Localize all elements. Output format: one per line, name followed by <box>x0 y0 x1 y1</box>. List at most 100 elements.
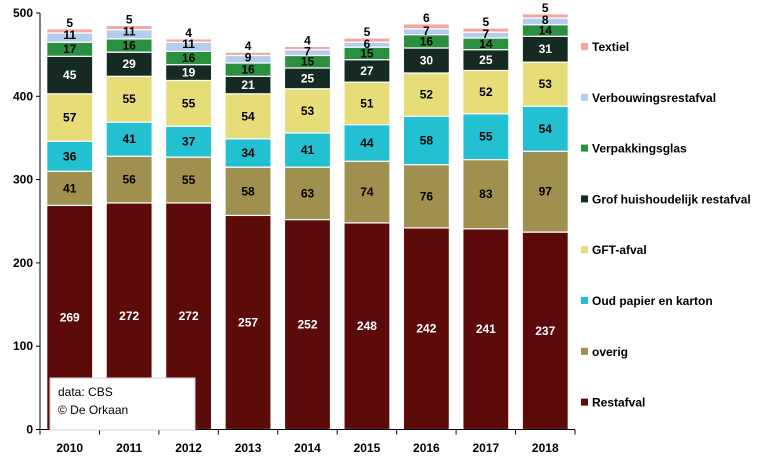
data-label: 237 <box>535 324 555 338</box>
data-label: 14 <box>479 37 493 51</box>
bar-segment <box>224 214 272 431</box>
data-label: 272 <box>119 309 139 323</box>
data-label: 41 <box>301 143 315 157</box>
y-axis-ticks: 0 100 200 300 400 500 <box>13 6 40 437</box>
x-axis-ticks: 2010 2011 2012 2013 2014 2015 2016 2017 2018 <box>39 429 576 455</box>
bar-segment <box>46 55 94 95</box>
bar-segment <box>521 231 569 431</box>
bar-segment <box>105 155 153 204</box>
legend-label: overig <box>592 345 628 359</box>
x-tick-label: 2015 <box>354 441 381 455</box>
source-note-box <box>49 377 196 431</box>
data-label: 55 <box>182 96 196 110</box>
data-label: 76 <box>420 189 434 203</box>
bar-segment <box>462 228 510 431</box>
data-label: 16 <box>420 34 434 48</box>
x-tick-label: 2017 <box>472 441 499 455</box>
data-label: 11 <box>123 25 136 39</box>
data-label: 7 <box>482 27 489 41</box>
bar-segment <box>343 222 391 431</box>
data-label: 45 <box>63 68 77 82</box>
data-label: 7 <box>423 24 430 38</box>
data-labels-layer: 2694136574517115272564155291611527255375… <box>60 1 556 338</box>
data-label: 44 <box>360 136 374 150</box>
data-label: 97 <box>539 185 553 199</box>
bar-segment <box>462 69 510 115</box>
bar-segment <box>165 79 213 127</box>
data-label: 29 <box>122 57 136 71</box>
bar-segment <box>46 28 94 34</box>
data-label: 74 <box>360 185 374 199</box>
data-label: 19 <box>182 66 196 80</box>
bar-segment <box>46 93 94 142</box>
data-label: 83 <box>479 187 493 201</box>
bar-segment <box>343 81 391 126</box>
x-tick-label: 2018 <box>532 441 559 455</box>
data-label: 272 <box>179 309 199 323</box>
data-label: 17 <box>63 42 77 56</box>
x-tick-label: 2011 <box>116 441 142 455</box>
data-label: 8 <box>542 13 549 27</box>
data-label: 55 <box>122 92 136 106</box>
data-label: 57 <box>63 111 77 125</box>
bars-layer <box>46 13 569 431</box>
data-label: 5 <box>126 12 133 26</box>
bar-segment <box>224 138 272 168</box>
bar-segment <box>521 13 569 19</box>
y-tick-label: 400 <box>13 89 33 103</box>
bar-segment <box>283 132 332 168</box>
data-label: 52 <box>420 88 434 102</box>
data-label: 37 <box>182 135 196 149</box>
y-tick-label: 500 <box>13 6 33 20</box>
bar-segment <box>283 45 332 51</box>
data-label: 4 <box>245 39 252 53</box>
x-tick-label: 2014 <box>294 441 321 455</box>
bar-segment <box>105 121 153 157</box>
bar-segment <box>46 170 94 207</box>
data-label: 11 <box>182 37 195 51</box>
bar-segment <box>343 37 391 43</box>
x-tick-label: 2016 <box>413 441 440 455</box>
bar-segment <box>402 47 450 74</box>
legend-label: Oud papier en karton <box>592 294 713 308</box>
legend-swatch <box>581 43 588 50</box>
legend-swatch <box>581 195 588 203</box>
data-label: 11 <box>63 28 76 42</box>
bar-segment <box>224 166 272 217</box>
data-label: 5 <box>364 25 371 39</box>
data-label: 55 <box>479 130 493 144</box>
data-label: 252 <box>297 318 317 332</box>
data-label: 56 <box>122 173 136 187</box>
data-label: 41 <box>122 132 136 146</box>
legend-label: Restafval <box>592 396 645 410</box>
data-label: 269 <box>60 310 80 324</box>
data-label: 7 <box>304 45 311 59</box>
data-label: 5 <box>482 15 489 29</box>
source-note-line-2: © De Orkaan <box>58 403 128 417</box>
legend-swatch <box>581 297 588 304</box>
bar-segment <box>283 218 332 431</box>
legend-label: Textiel <box>592 40 629 54</box>
bar-segment <box>165 125 213 158</box>
bar-segment <box>462 27 510 33</box>
data-label: 41 <box>63 181 77 195</box>
data-label: 6 <box>364 37 371 51</box>
source-note: data: CBS © De Orkaan <box>49 377 196 431</box>
legend-label: Verbouwingsrestafval <box>592 91 716 105</box>
data-label: 53 <box>539 77 553 91</box>
bar-segment <box>283 88 332 134</box>
data-label: 54 <box>241 109 255 123</box>
data-label: 5 <box>66 16 73 30</box>
data-label: 58 <box>241 184 255 198</box>
data-label: 63 <box>301 186 315 200</box>
x-tick-label: 2012 <box>175 441 202 455</box>
bar-segment <box>402 227 450 431</box>
y-tick-label: 100 <box>13 339 33 353</box>
legend-swatch <box>581 398 588 406</box>
data-label: 6 <box>423 11 430 25</box>
data-label: 4 <box>185 26 192 40</box>
y-tick-label: 200 <box>13 256 33 270</box>
bar-segment <box>105 51 153 77</box>
x-tick-label: 2010 <box>56 441 83 455</box>
legend: Textiel Verbouwingsrestafval Verpakkingsgl… <box>581 40 751 410</box>
